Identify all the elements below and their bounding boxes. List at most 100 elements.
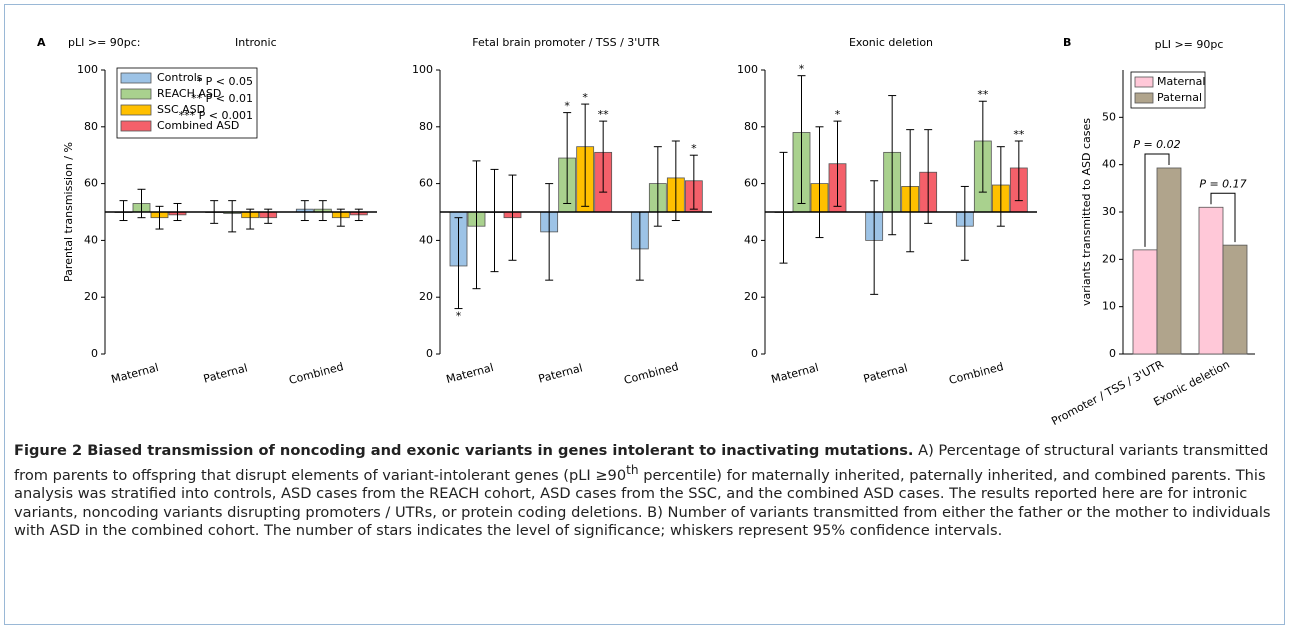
- y-tick-label: 10: [1102, 300, 1116, 313]
- y-axis-label: Parental transmission / %: [62, 142, 75, 282]
- bar: [1132, 249, 1158, 355]
- annotation: P = 0.02: [1133, 138, 1180, 151]
- x-tick-label: Combined: [948, 360, 1005, 387]
- y-tick-label: 20: [84, 290, 98, 303]
- error-bar: [454, 217, 463, 310]
- caption-sup: th: [626, 462, 639, 477]
- y-tick-label: 40: [419, 233, 433, 246]
- chart-title: Fetal brain promoter / TSS / 3'UTR: [472, 36, 660, 49]
- legend-label: Maternal: [1157, 75, 1205, 88]
- significance: **: [977, 88, 989, 101]
- bar: [1198, 206, 1224, 355]
- y-tick-label: 60: [84, 177, 98, 190]
- y-tick-label: 30: [1102, 205, 1116, 218]
- error-bar: [996, 146, 1005, 227]
- y-tick-label: 20: [419, 290, 433, 303]
- error-bar: [581, 103, 590, 207]
- error-bar: [797, 75, 806, 204]
- error-bar: [779, 151, 788, 264]
- error-bar: [563, 112, 572, 204]
- x-tick-label: Paternal: [202, 361, 249, 385]
- y-tick-label: 0: [91, 347, 98, 360]
- error-bar: [155, 205, 164, 230]
- significance: *: [456, 310, 462, 323]
- chart-title: Exonic deletion: [849, 36, 933, 49]
- legend-note: *** P < 0.001: [179, 109, 253, 122]
- significance: *: [799, 63, 805, 76]
- error-bar: [960, 185, 969, 261]
- chart-title: Intronic: [235, 36, 277, 49]
- error-bar: [490, 168, 499, 273]
- y-tick-label: 40: [1102, 158, 1116, 171]
- error-bar: [472, 160, 481, 290]
- y-tick-label: 60: [744, 177, 758, 190]
- error-bar: [300, 200, 309, 222]
- legend-note: ** P < 0.01: [191, 92, 253, 105]
- x-tick-label: Maternal: [445, 361, 495, 386]
- legend: Controls REACH ASD SSC ASD Combined ASD * P …: [116, 67, 258, 139]
- y-tick-label: 80: [744, 120, 758, 133]
- x-tick-label: Combined: [288, 360, 345, 387]
- y-tick-label: 0: [426, 347, 433, 360]
- y-tick-label: 20: [744, 290, 758, 303]
- error-bar: [318, 200, 327, 222]
- legend-swatch: [1134, 92, 1154, 104]
- y-tick-label: 40: [84, 233, 98, 246]
- error-bar: [1014, 140, 1023, 202]
- error-bar: [545, 183, 554, 281]
- legend-label: REACH ASD: [157, 87, 221, 100]
- x-tick-label: Combined: [623, 360, 680, 387]
- y-tick-label: 50: [1102, 110, 1116, 123]
- y-tick-label: 0: [751, 347, 758, 360]
- error-bar: [924, 129, 933, 224]
- x-tick-label: Promoter / TSS / 3'UTR: [1049, 358, 1166, 428]
- y-tick-label: 40: [744, 233, 758, 246]
- error-bar: [870, 180, 879, 295]
- error-bar: [906, 129, 915, 253]
- significance: **: [1013, 128, 1025, 141]
- frame: [4, 4, 1285, 625]
- caption-text: A) Percentage of structural variants tra…: [14, 442, 1269, 484]
- error-bar: [119, 200, 128, 222]
- y-tick-label: 100: [412, 63, 433, 76]
- x-tick-label: Paternal: [862, 361, 909, 385]
- significance: *: [691, 142, 697, 155]
- error-bar: [671, 140, 680, 222]
- error-bar: [228, 200, 237, 233]
- error-bar: [599, 120, 608, 193]
- significance: **: [598, 108, 610, 121]
- legend: Maternal Paternal: [1130, 71, 1205, 109]
- x-tick-label: Maternal: [770, 361, 820, 386]
- bar: [1222, 244, 1248, 355]
- legend-swatch: [120, 104, 152, 116]
- y-axis-label: variants transmitted to ASD cases: [1080, 118, 1093, 306]
- error-bar: [653, 146, 662, 227]
- bar: [1156, 167, 1182, 355]
- caption-title: Figure 2 Biased transmission of noncodin…: [14, 442, 914, 459]
- error-bar: [978, 100, 987, 193]
- legend-swatch: [120, 72, 152, 84]
- x-tick-label: Paternal: [537, 361, 584, 385]
- error-bar: [833, 120, 842, 207]
- error-bar: [508, 174, 517, 261]
- error-bar: [689, 154, 698, 210]
- y-tick-label: 60: [419, 177, 433, 190]
- error-bar: [354, 208, 363, 222]
- panel-label: A: [37, 36, 46, 49]
- y-tick-label: 20: [1102, 252, 1116, 265]
- y-tick-label: 0: [1109, 347, 1116, 360]
- significance: *: [582, 91, 588, 104]
- legend-note: * P < 0.05: [197, 75, 253, 88]
- legend-label: Paternal: [1157, 91, 1202, 104]
- chart-title: pLI >= 90pc: [1155, 38, 1224, 51]
- caption-text: percentile) for maternally inherited, pa…: [14, 466, 1271, 540]
- legend-swatch: [1134, 76, 1154, 88]
- x-tick-label: Maternal: [110, 361, 160, 386]
- legend-swatch: [120, 120, 152, 132]
- y-tick-label: 100: [737, 63, 758, 76]
- legend-label: Controls: [157, 71, 203, 84]
- panel-label: B: [1063, 36, 1071, 49]
- bracket: [1210, 192, 1236, 243]
- significance: *: [835, 108, 841, 121]
